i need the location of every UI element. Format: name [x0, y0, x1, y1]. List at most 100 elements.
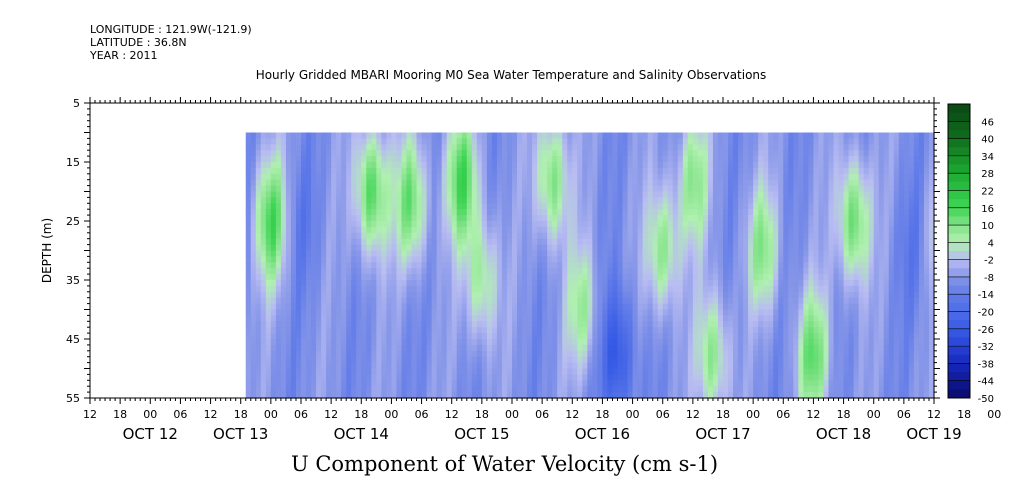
heatmap-cell — [677, 162, 684, 169]
heatmap-cell — [702, 333, 709, 340]
heatmap-cell — [677, 238, 684, 246]
heatmap-cell — [672, 291, 679, 299]
heatmap-cell — [456, 185, 463, 193]
heatmap-cell — [280, 156, 287, 163]
heatmap-cell — [622, 156, 629, 163]
heatmap-cell — [783, 303, 789, 311]
heatmap-cell — [667, 291, 674, 299]
heatmap-cell — [386, 209, 393, 216]
heatmap-cell — [562, 215, 568, 222]
heatmap-cell — [316, 250, 322, 257]
heatmap-cell — [517, 303, 523, 311]
heatmap-cell — [456, 209, 463, 216]
heatmap-cell — [733, 256, 739, 263]
heatmap-cell — [326, 315, 332, 322]
heatmap-cell — [421, 350, 428, 358]
heatmap-cell — [486, 138, 493, 145]
heatmap-cell — [250, 162, 257, 169]
heatmap-cell — [466, 368, 473, 375]
heatmap-cell — [567, 203, 573, 210]
heatmap-cell — [522, 297, 528, 305]
heatmap-cell — [702, 392, 709, 399]
heatmap-cell — [728, 297, 734, 305]
heatmap-cell — [552, 362, 558, 370]
heatmap-cell — [456, 244, 463, 252]
heatmap-cell — [542, 132, 548, 139]
heatmap-cell — [602, 291, 609, 299]
heatmap-cell — [316, 244, 322, 252]
heatmap-cell — [527, 144, 533, 151]
heatmap-cell — [672, 339, 679, 346]
heatmap-cell — [306, 244, 312, 252]
heatmap-cell — [421, 244, 428, 252]
heatmap-cell — [411, 244, 418, 252]
heatmap-cell — [321, 215, 327, 222]
heatmap-cell — [728, 327, 734, 334]
heatmap-cell — [602, 274, 609, 281]
heatmap-cell — [506, 185, 513, 193]
heatmap-cell — [677, 380, 684, 387]
heatmap-cell — [702, 327, 709, 334]
heatmap-cell — [763, 215, 769, 222]
heatmap-cell — [411, 315, 418, 322]
heatmap-cell — [733, 173, 739, 181]
heatmap-cell — [426, 197, 433, 204]
heatmap-cell — [632, 315, 639, 322]
heatmap-cell — [295, 344, 302, 352]
heatmap-cell — [245, 173, 252, 181]
heatmap-cell — [326, 215, 332, 222]
heatmap-cell — [723, 274, 729, 281]
heatmap-cell — [682, 215, 689, 222]
heatmap-cell — [607, 150, 614, 157]
heatmap-cell — [743, 297, 749, 305]
heatmap-cell — [758, 374, 764, 381]
heatmap-cell — [748, 244, 754, 252]
heatmap-cell — [687, 321, 694, 328]
heatmap-cell — [501, 244, 508, 252]
heatmap-cell — [426, 226, 433, 234]
heatmap-cell — [642, 333, 649, 340]
heatmap-cell — [456, 197, 463, 204]
heatmap-cell — [687, 386, 694, 393]
heatmap-cell — [667, 150, 674, 157]
heatmap-cell — [788, 344, 794, 352]
heatmap-cell — [376, 350, 382, 358]
heatmap-cell — [421, 327, 428, 334]
heatmap-cell — [512, 392, 518, 399]
heatmap-cell — [632, 356, 639, 364]
heatmap-cell — [697, 179, 704, 187]
heatmap-cell — [788, 280, 794, 287]
heatmap-cell — [476, 262, 483, 269]
heatmap-cell — [476, 339, 483, 346]
heatmap-cell — [597, 386, 604, 393]
heatmap-cell — [527, 197, 533, 204]
heatmap-cell — [441, 362, 448, 370]
heatmap-cell — [406, 333, 413, 340]
heatmap-cell — [612, 232, 619, 240]
heatmap-cell — [295, 268, 302, 275]
heatmap-cell — [441, 374, 448, 381]
heatmap-cell — [577, 162, 583, 169]
heatmap-cell — [386, 274, 393, 281]
heatmap-cell — [617, 362, 624, 370]
heatmap-cell — [552, 238, 558, 246]
heatmap-cell — [657, 162, 664, 169]
heatmap-cell — [743, 350, 749, 358]
heatmap-cell — [290, 203, 297, 210]
heatmap-cell — [612, 280, 619, 287]
heatmap-cell — [788, 285, 794, 293]
heatmap-cell — [642, 238, 649, 246]
heatmap-cell — [341, 150, 347, 157]
heatmap-cell — [311, 386, 317, 393]
heatmap-cell — [567, 309, 573, 316]
heatmap-cell — [667, 262, 674, 269]
heatmap-cell — [471, 203, 478, 210]
heatmap-cell — [768, 226, 774, 234]
heatmap-cell — [346, 156, 352, 163]
heatmap-cell — [441, 167, 448, 175]
heatmap-cell — [758, 150, 764, 157]
heatmap-cell — [311, 197, 317, 204]
heatmap-cell — [637, 238, 644, 246]
heatmap-cell — [421, 185, 428, 193]
heatmap-cell — [466, 226, 473, 234]
